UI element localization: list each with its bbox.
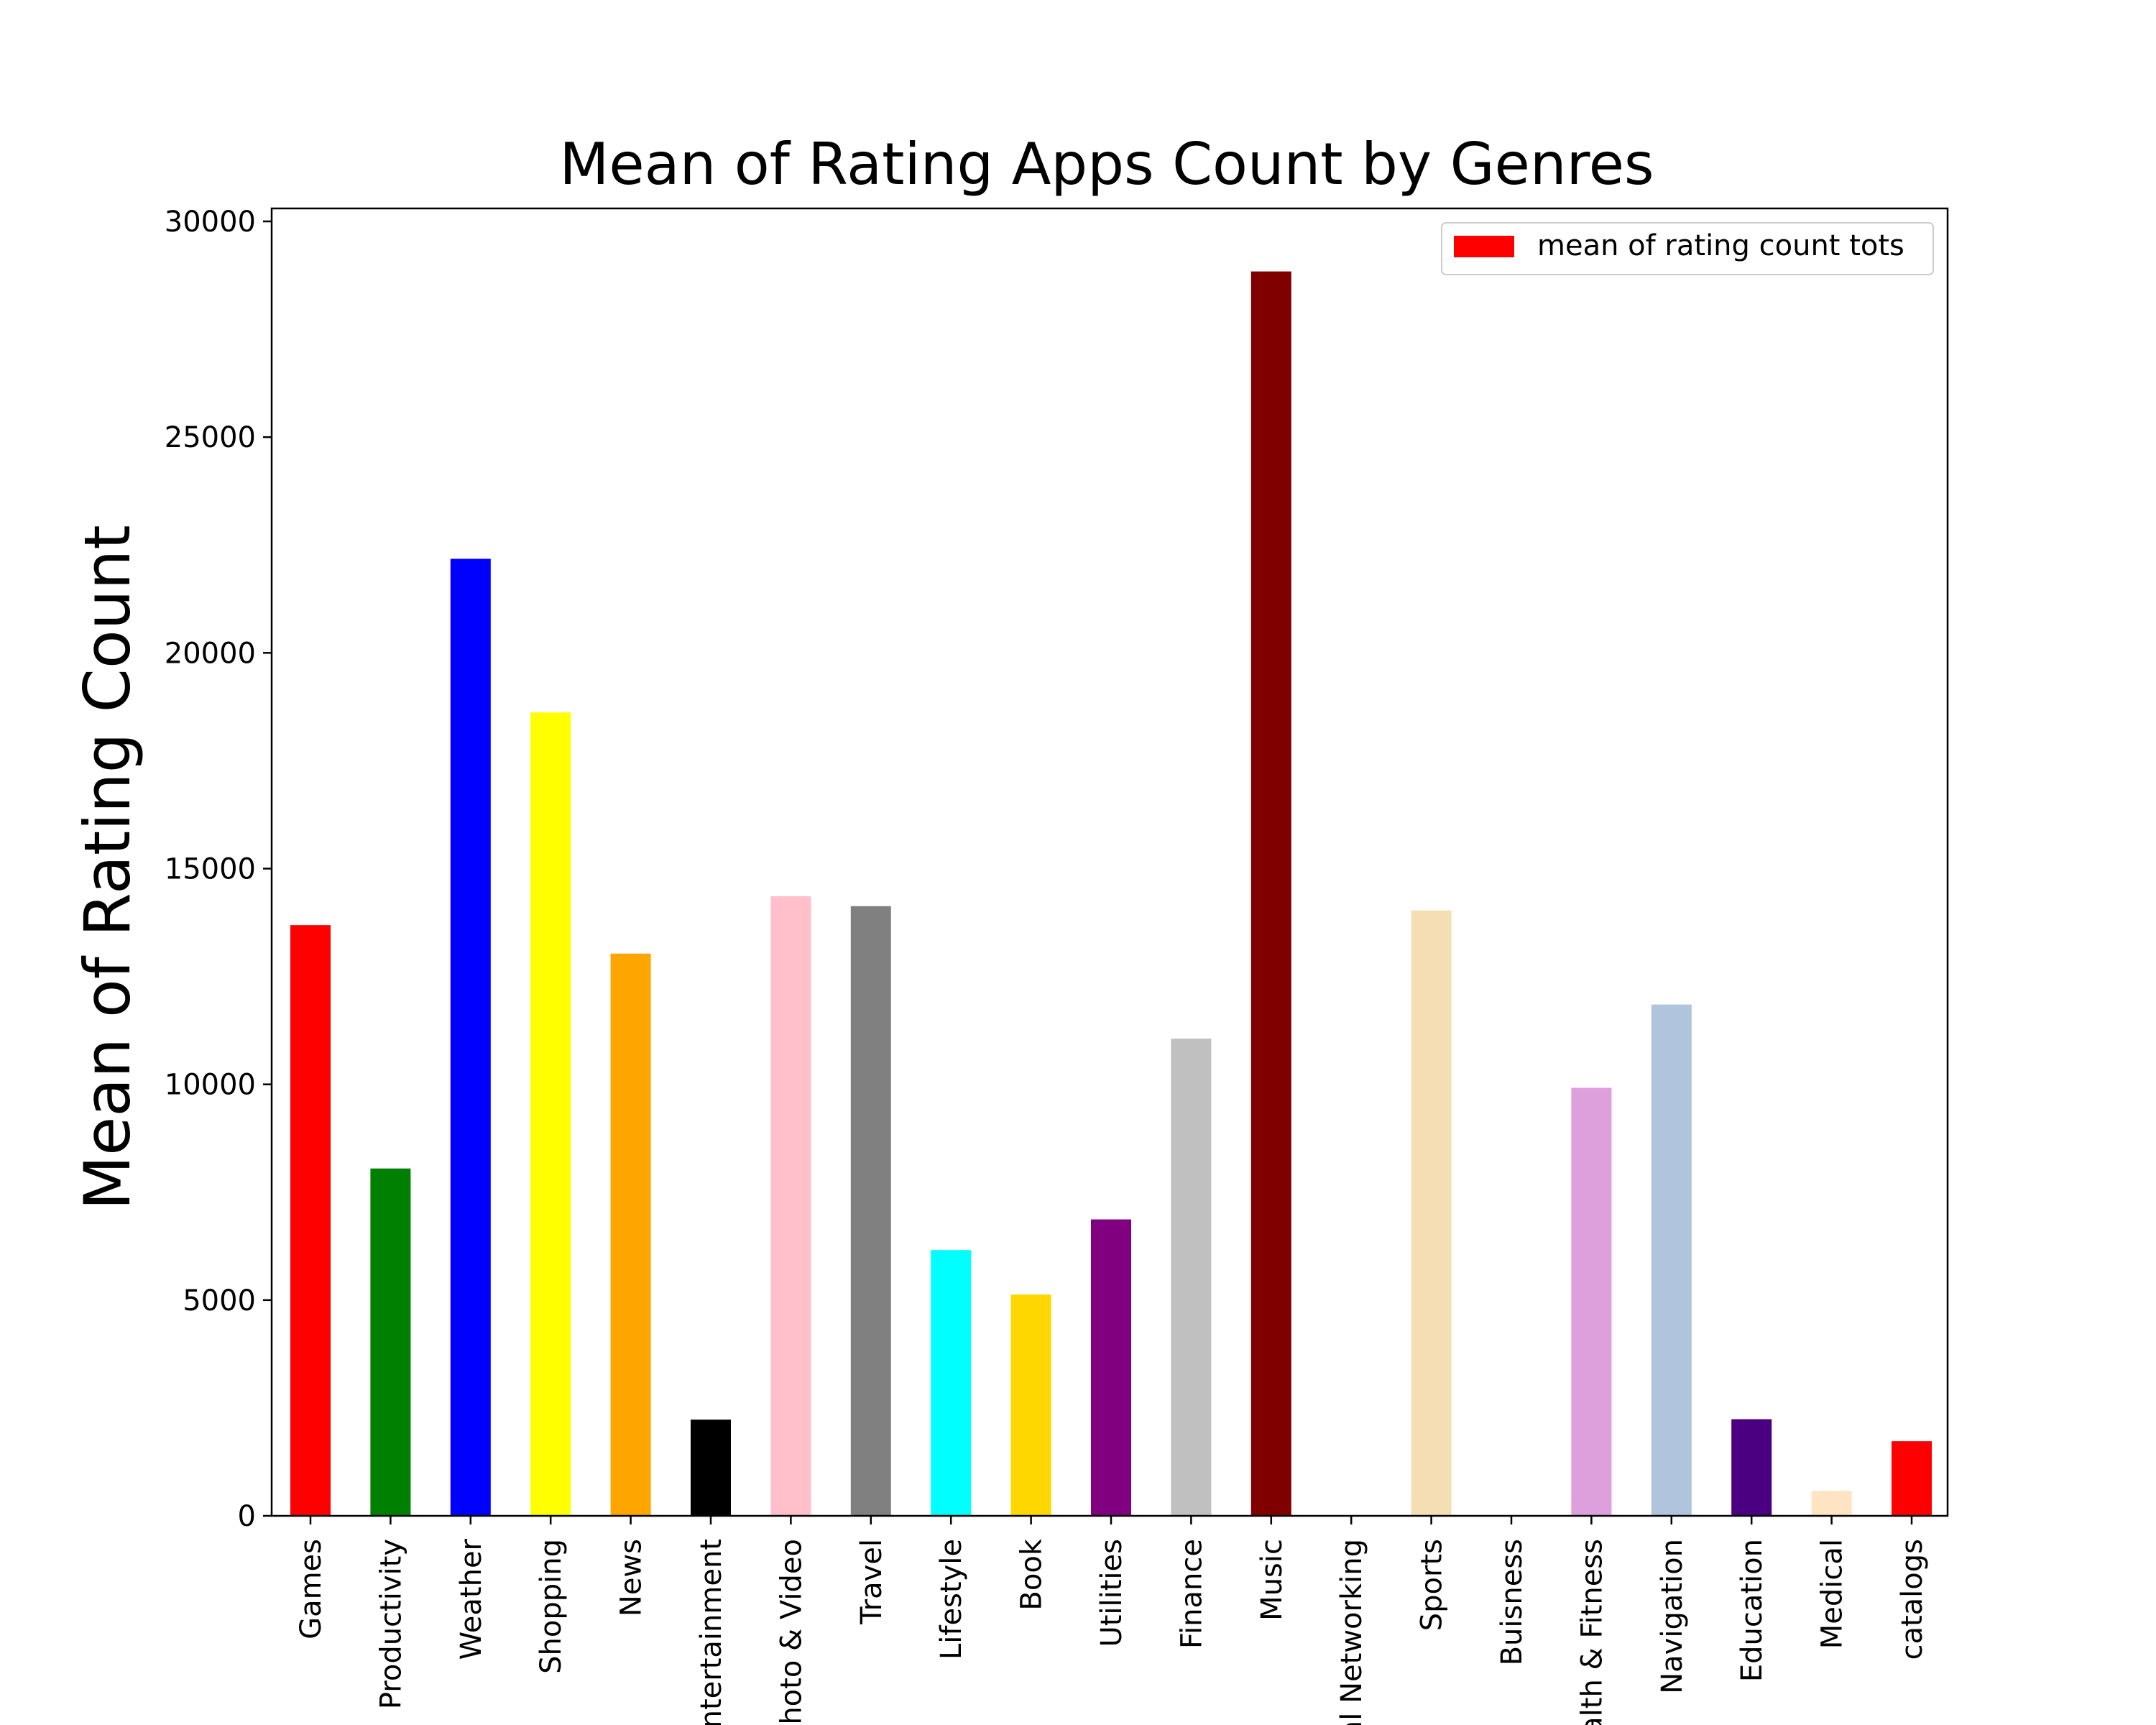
y-tick-label: 20000 [165, 637, 256, 670]
bar-medical [1811, 1491, 1852, 1516]
x-tick-label: News [615, 1539, 648, 1616]
legend-box [1441, 222, 1934, 275]
bars-group [290, 271, 1932, 1516]
bar-news [610, 953, 651, 1516]
bar-sports [1411, 910, 1452, 1516]
x-tick-label: Photo & Video [775, 1539, 808, 1725]
x-tick-label: Education [1736, 1539, 1769, 1682]
x-tick-label: Travel [855, 1539, 888, 1625]
legend-entry: mean of rating count tots [1537, 229, 1904, 262]
bar-education [1731, 1419, 1772, 1516]
y-tick-label: 0 [238, 1500, 256, 1533]
y-axis: 0 5000 10000 15000 20000 25000 30000 [165, 206, 272, 1533]
x-tick-label: Productivity [374, 1539, 407, 1709]
bar-travel [850, 906, 891, 1516]
bar-shopping [530, 712, 571, 1516]
y-tick-label: 30000 [165, 206, 256, 239]
bar-games [290, 925, 331, 1516]
x-tick-label: Entertainment [695, 1539, 728, 1725]
y-tick-label: 15000 [165, 853, 256, 886]
x-axis: Games Productivity Weather Shopping News Ente… [295, 1516, 1929, 1725]
bar-utilities [1091, 1219, 1131, 1516]
bar-book [1010, 1294, 1051, 1516]
x-tick-label: Finance [1175, 1539, 1208, 1649]
x-tick-label: Utilities [1095, 1539, 1128, 1647]
bar-catalogs [1892, 1441, 1932, 1516]
x-tick-label: Lifestyle [935, 1539, 968, 1660]
bar-weather [450, 558, 491, 1516]
bar-lifestyle [931, 1250, 972, 1516]
legend: mean of rating count tots [1441, 222, 1934, 275]
y-tick-label: 5000 [183, 1284, 256, 1317]
x-tick-label: catalogs [1896, 1539, 1929, 1660]
x-tick-label: Book [1015, 1538, 1049, 1610]
bar-finance [1171, 1039, 1212, 1516]
y-axis-title: Mean of Rating Count [70, 525, 144, 1210]
x-tick-label: Medical [1816, 1539, 1849, 1649]
bar-navigation [1651, 1004, 1692, 1516]
bar-entertainment [691, 1420, 731, 1516]
y-tick-label: 25000 [165, 421, 256, 454]
x-tick-label: Health & Fitness [1575, 1539, 1608, 1725]
legend-swatch [1454, 236, 1514, 257]
x-tick-label: Shopping [535, 1539, 568, 1674]
bar-photo-video [770, 896, 811, 1516]
y-tick-label: 10000 [165, 1069, 256, 1102]
x-tick-label: Weather [455, 1538, 488, 1660]
chart-title: Mean of Rating Apps Count by Genres [559, 131, 1654, 198]
bar-productivity [370, 1168, 411, 1516]
bar-music [1250, 271, 1291, 1516]
x-tick-label: Games [295, 1539, 328, 1639]
bar-health-fitness [1571, 1087, 1612, 1516]
x-tick-label: Buisness [1496, 1539, 1529, 1665]
x-tick-label: Sports [1416, 1539, 1449, 1631]
x-tick-label: Social Networking [1335, 1539, 1368, 1725]
plot-frame [270, 207, 1949, 1517]
x-tick-label: Music [1256, 1539, 1289, 1621]
x-tick-label: Navigation [1656, 1539, 1689, 1694]
